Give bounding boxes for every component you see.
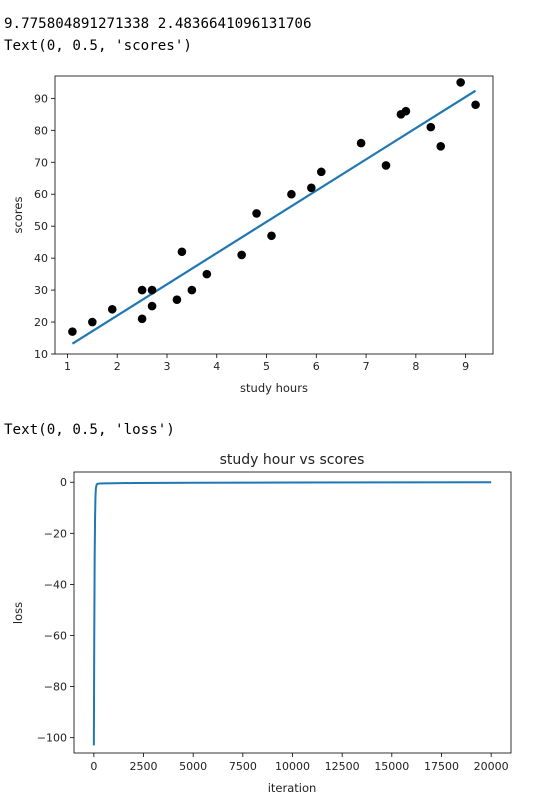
y-tick-label: −40 [44,578,67,591]
y-tick-label: −20 [44,527,67,540]
x-axis-label: iteration [268,781,317,795]
x-tick-label: 10000 [275,760,310,773]
x-tick-label: 15000 [374,760,409,773]
x-tick-label: 2500 [130,760,158,773]
x-tick-label: 17500 [424,760,459,773]
y-tick-label: −80 [44,681,67,694]
chart-title: study hour vs scores [220,452,365,468]
x-tick-label: 5000 [179,760,207,773]
x-tick-label: 7500 [229,760,257,773]
y-tick-label: −60 [44,629,67,642]
y-tick-label: −100 [37,732,67,745]
y-tick-label: 0 [60,476,67,489]
x-tick-label: 12500 [325,760,360,773]
x-tick-label: 0 [90,760,97,773]
x-tick-label: 20000 [474,760,509,773]
y-axis-label: loss [11,602,25,624]
plot-area-frame [74,472,511,753]
